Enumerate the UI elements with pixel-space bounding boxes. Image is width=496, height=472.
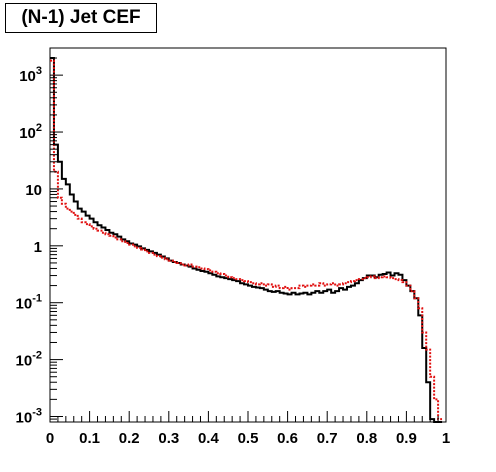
- x-tick-label: 0: [46, 430, 54, 447]
- x-tick-label: 0.8: [356, 430, 377, 447]
- x-tick-label: 0.2: [119, 430, 140, 447]
- y-tick-label: 102: [19, 122, 42, 142]
- chart-title: (N-1) Jet CEF: [5, 3, 157, 33]
- x-tick-label: 0.9: [396, 430, 417, 447]
- x-tick-label: 0.1: [79, 430, 100, 447]
- y-tick-label: 1: [34, 239, 42, 256]
- y-tick-label: 10-2: [16, 350, 42, 370]
- x-tick-label: 0.6: [277, 430, 298, 447]
- series-line-1: [50, 59, 443, 421]
- y-tick-label: 10-3: [16, 406, 42, 426]
- x-tick-label: 1: [442, 430, 450, 447]
- x-tick-label: 0.3: [158, 430, 179, 447]
- y-tick-label: 103: [19, 65, 42, 85]
- y-tick-label: 10-1: [16, 293, 42, 313]
- x-tick-label: 0.7: [317, 430, 338, 447]
- y-tick-label: 10: [25, 182, 42, 199]
- x-tick-label: 0.5: [238, 430, 259, 447]
- x-tick-label: 0.4: [198, 430, 220, 447]
